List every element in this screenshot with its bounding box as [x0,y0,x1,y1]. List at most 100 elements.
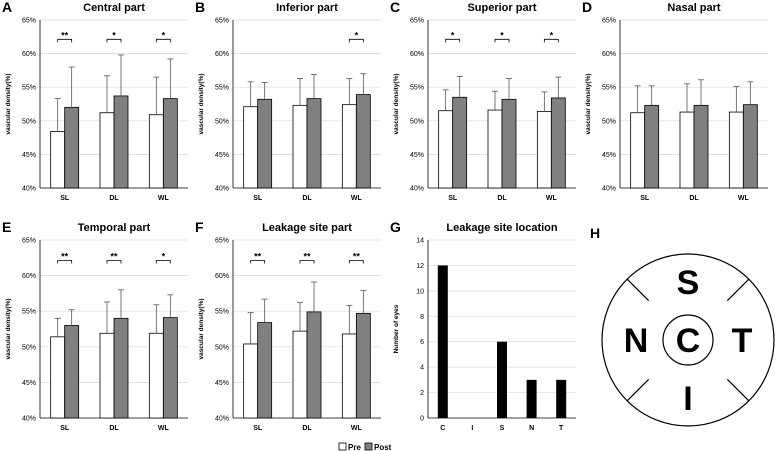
y-tick-label: 40% [22,186,36,193]
y-tick-label: 65% [22,18,36,25]
bar-post [550,97,566,189]
significance-marker: * [162,30,166,40]
bar-post [644,104,660,189]
bar-post [113,317,129,419]
temporal-label: T [732,322,753,360]
bar-pre [728,111,744,189]
panel-letter: B [195,0,205,15]
bar-post [355,94,371,189]
x-tick-label: SL [60,425,70,432]
legend-pre-label: Pre [348,443,361,451]
significance-bracket [445,38,461,43]
significance-marker: ** [254,251,262,261]
significance-marker: ** [110,251,118,261]
outer-circle [601,253,775,427]
bar-count [556,379,567,418]
y-tick-label: 65% [215,238,229,245]
bar-post [306,98,322,189]
chart-panels: 40% 45% 50% 55% 60% 65% vascular density(%) A Ce… [2,0,768,432]
x-tick-label: WL [738,195,750,202]
bar-pre [99,112,115,189]
x-tick-label: WL [158,195,170,202]
y-tick-label: 50% [602,118,616,125]
significance-bracket [106,260,122,264]
central-circle [662,314,714,366]
legend: Pre Post [338,442,392,451]
y-axis-title: vascular density(%) [393,73,400,134]
y-tick-label: 50% [215,118,229,125]
bar-pre [292,104,308,189]
x-tick-label: T [559,425,564,432]
bar-pre [438,110,454,189]
y-tick-label: 45% [22,152,36,159]
y-tick-label: 45% [410,152,424,159]
y-tick-label: 45% [215,380,229,387]
bar-post [162,317,178,419]
superior-label: S [677,264,700,302]
y-axis-title: vascular density(%) [5,73,12,134]
significance-marker: ** [61,251,69,261]
y-tick-label: 40% [215,186,229,193]
bar-count [526,379,537,418]
significance-marker: * [162,251,166,261]
y-tick-label: 65% [215,18,229,25]
significance-marker: ** [353,251,361,261]
x-tick-label: WL [351,195,363,202]
y-axis-title: vascular density(%) [585,73,592,134]
chart-title: Leakage site location [446,222,558,234]
significance-marker: ** [61,30,69,40]
bar-pre [148,114,164,189]
bar-pre [630,112,646,189]
bar-post [306,311,322,419]
significance-bracket [299,260,315,264]
x-tick-label: DL [689,195,699,202]
bar-post [64,106,80,189]
chart-panel-g: 0 2 4 6 8 10 12 14 Number of eyes G Leakage site l… [390,219,576,432]
y-tick-label: 50% [410,118,424,125]
x-tick-label: DL [302,425,312,432]
bar-count [437,265,448,418]
x-tick-label: I [471,425,473,432]
y-tick-label: 55% [410,85,424,92]
y-tick-label: 55% [602,85,616,92]
chart-title: Temporal part [78,222,151,234]
panel-letter-h: H [590,225,600,241]
chart-title: Inferior part [276,2,338,14]
significance-marker: ** [303,251,311,261]
divider-line [626,378,650,402]
bar-post [64,325,80,419]
y-axis-title: vascular density(%) [5,298,12,359]
significance-bracket [543,38,559,43]
x-tick-label: SL [60,195,70,202]
central-label: C [676,322,701,360]
bar-post [257,322,273,419]
y-tick-label: 55% [215,309,229,316]
x-tick-label: N [529,425,534,432]
bar-post [693,104,709,189]
significance-bracket [57,38,73,43]
y-tick-label: 40% [602,186,616,193]
bar-pre [292,330,308,419]
divider-line [626,278,650,302]
y-tick-label: 2 [420,390,424,397]
y-tick-label: 55% [22,309,36,316]
retina-region-diagram: H S I N T C [590,225,775,427]
x-tick-label: SL [253,195,263,202]
y-tick-label: 10 [416,288,424,295]
bar-post [162,98,178,189]
bar-pre [50,131,66,189]
legend-pre-swatch [338,442,347,451]
y-tick-label: 0 [420,416,424,423]
y-axis-title: vascular density(%) [198,73,205,134]
panel-letter: C [390,0,400,15]
significance-marker: * [550,30,554,40]
significance-bracket [106,38,122,43]
significance-bracket [57,260,73,264]
y-tick-label: 60% [602,51,616,58]
panel-letter: E [2,219,11,235]
panel-letter: F [195,219,204,235]
y-tick-label: 50% [215,344,229,351]
bar-post [355,312,371,419]
chart-panel-e: 40% 45% 50% 55% 60% 65% vascular density(%) E Te… [2,219,188,432]
